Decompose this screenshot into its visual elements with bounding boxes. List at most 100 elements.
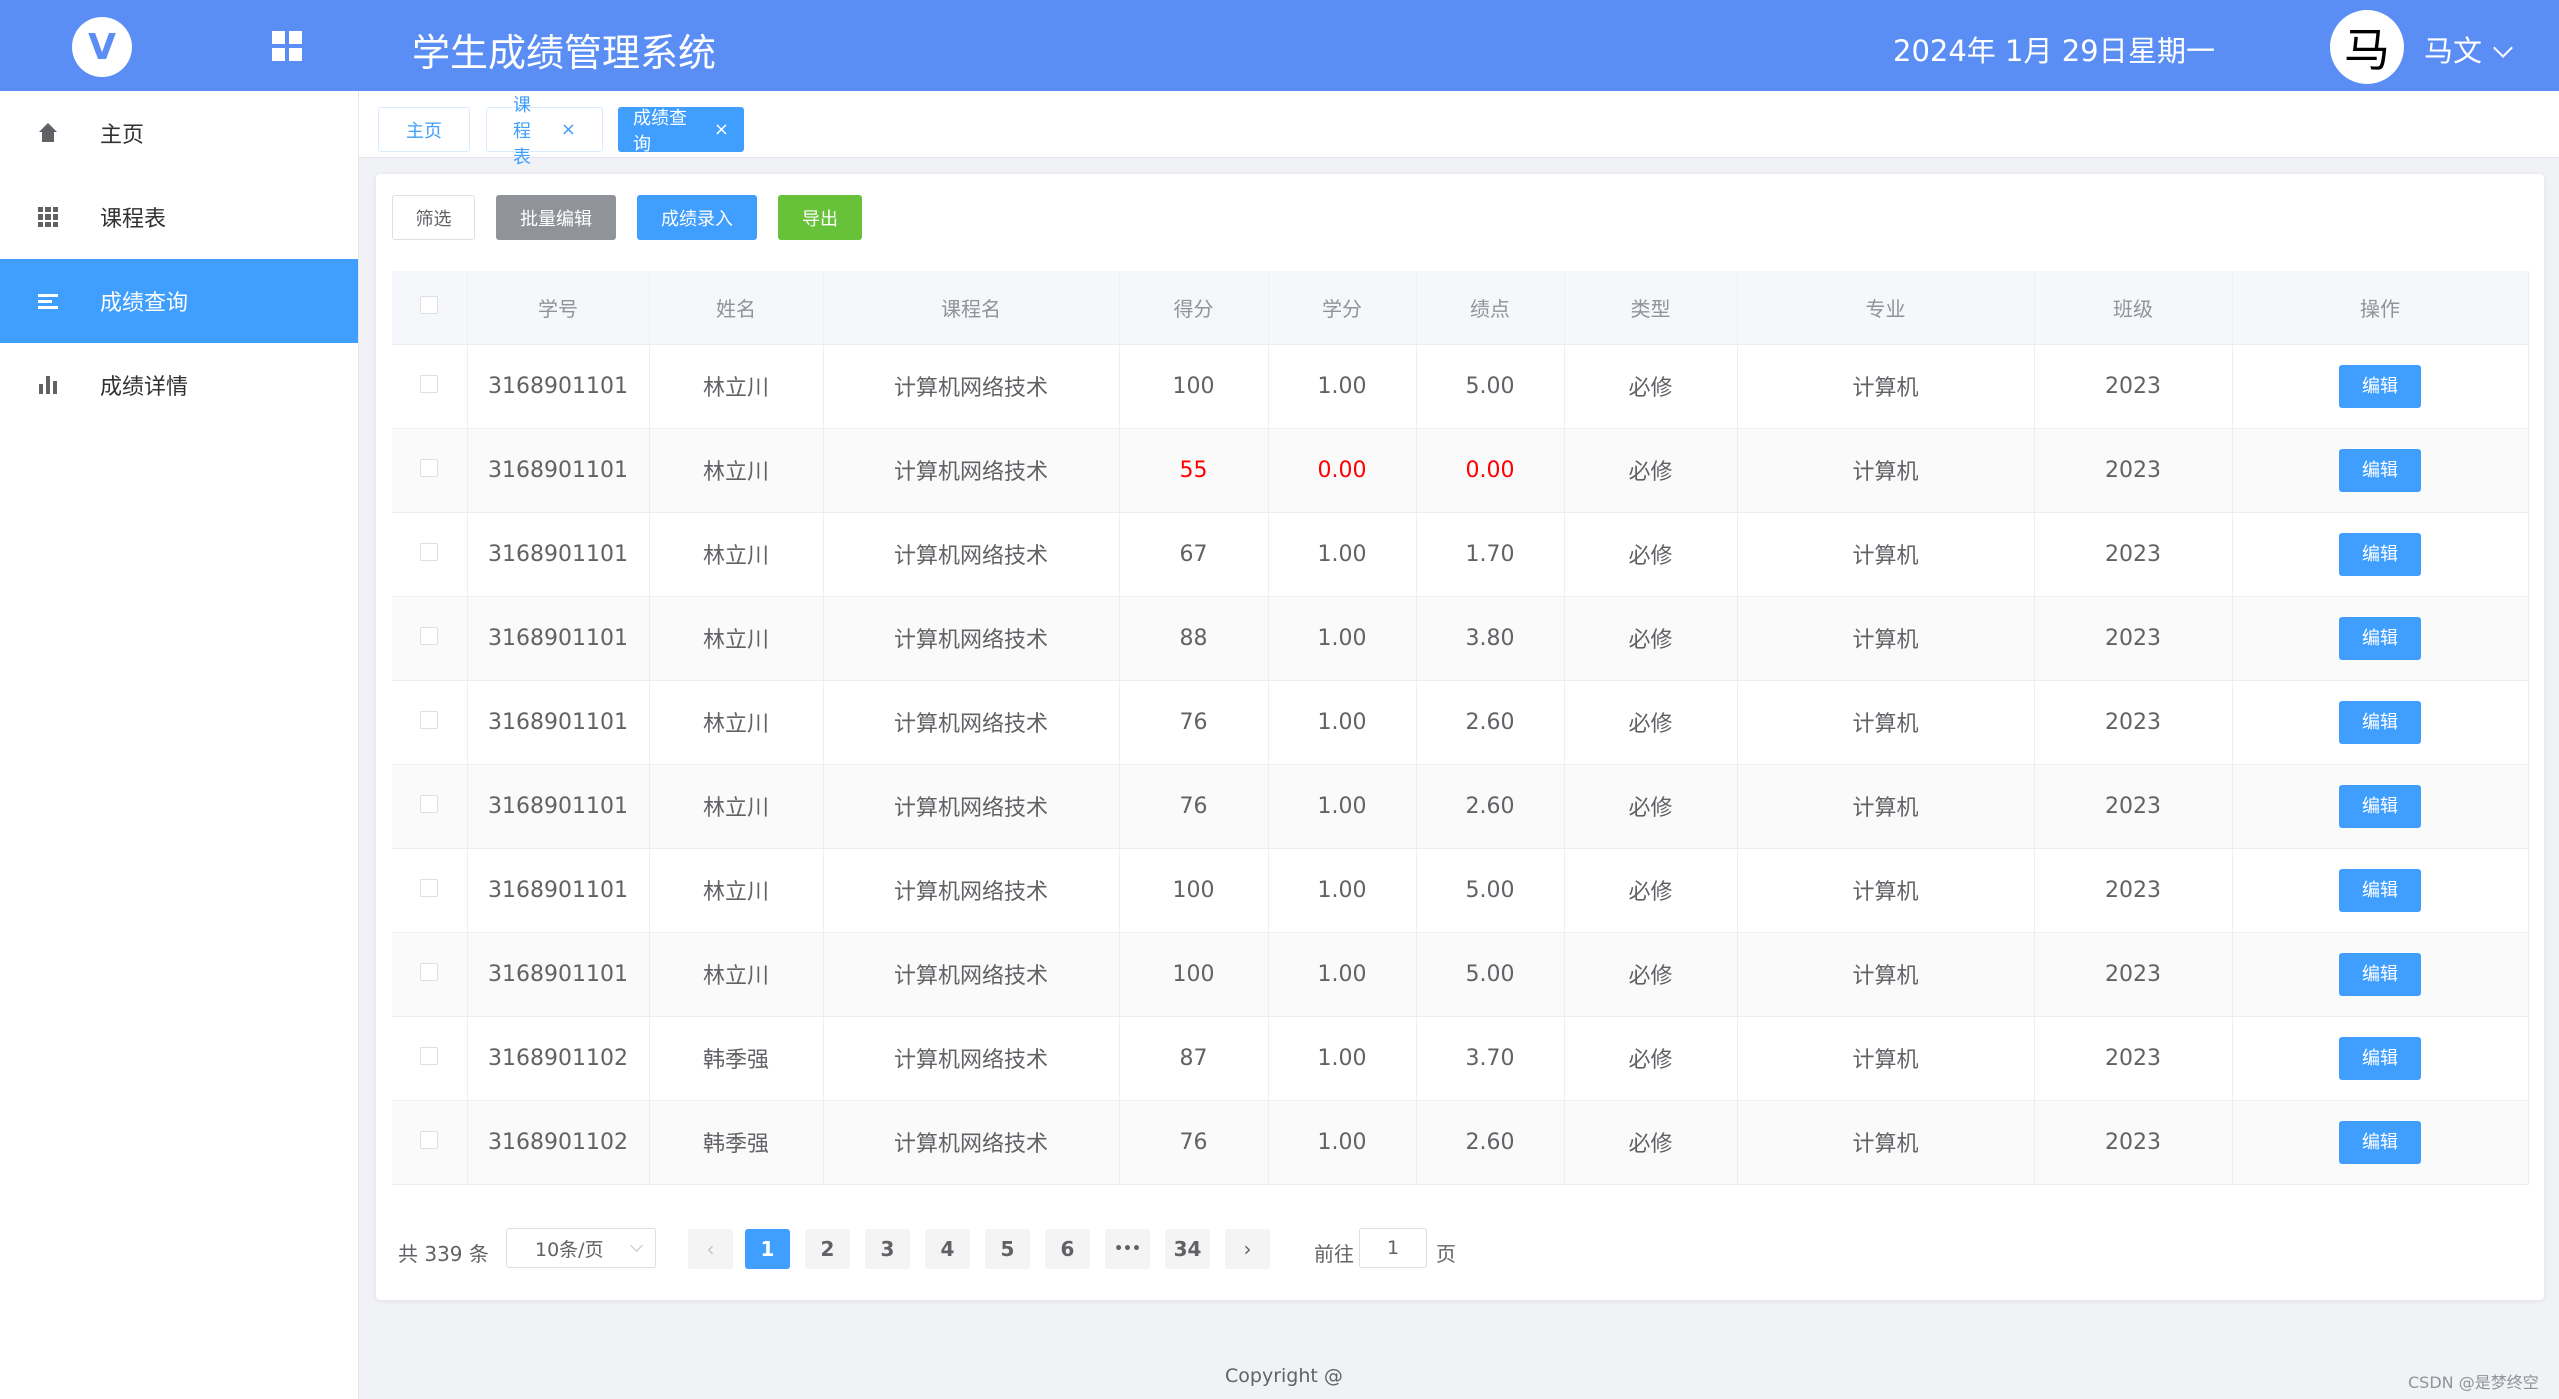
edit-button[interactable]: 编辑 bbox=[2339, 1036, 2421, 1080]
edit-button[interactable]: 编辑 bbox=[2339, 364, 2421, 408]
credit-cell: 1.00 bbox=[1268, 1100, 1417, 1185]
next-page-button[interactable]: › bbox=[1225, 1229, 1270, 1269]
course-name-cell: 计算机网络技术 bbox=[823, 428, 1120, 513]
gpa-cell: 3.70 bbox=[1416, 1016, 1565, 1101]
watermark-text: CSDN @是梦终空 bbox=[2408, 1373, 2539, 1392]
row-checkbox[interactable] bbox=[420, 374, 439, 393]
edit-button[interactable]: 编辑 bbox=[2339, 868, 2421, 912]
type-cell: 必修 bbox=[1564, 512, 1738, 597]
menu-toggle-icon[interactable] bbox=[272, 31, 302, 61]
score-cell: 76 bbox=[1119, 764, 1269, 849]
goto-page-input[interactable] bbox=[1359, 1228, 1427, 1268]
table-row: 3168901101 林立川 计算机网络技术 100 1.00 5.00 必修 计算机 2023… bbox=[392, 848, 2529, 933]
major-cell: 计算机 bbox=[1737, 932, 2035, 1017]
actions-cell: 编辑 bbox=[2232, 344, 2529, 429]
logo-icon: V bbox=[72, 17, 132, 77]
tab-schedule[interactable]: 课程表 × bbox=[486, 95, 603, 168]
page-button-6[interactable]: 6 bbox=[1045, 1229, 1090, 1269]
row-checkbox[interactable] bbox=[420, 626, 439, 645]
page-button-4[interactable]: 4 bbox=[925, 1229, 970, 1269]
avatar[interactable]: 马 bbox=[2330, 10, 2404, 84]
page-button-3[interactable]: 3 bbox=[865, 1229, 910, 1269]
sidebar-item-grade-query[interactable]: 成绩查询 bbox=[0, 259, 358, 343]
main-card: 筛选 批量编辑 成绩录入 导出 学号 姓名 课程名 得分 学分 绩点 类型 专业… bbox=[376, 174, 2544, 1300]
page-button-2[interactable]: 2 bbox=[805, 1229, 850, 1269]
page-button-5[interactable]: 5 bbox=[985, 1229, 1030, 1269]
page-button-1[interactable]: 1 bbox=[745, 1229, 790, 1269]
prev-page-button[interactable]: ‹ bbox=[688, 1229, 733, 1269]
student-id-cell: 3168901101 bbox=[467, 680, 650, 765]
edit-button[interactable]: 编辑 bbox=[2339, 784, 2421, 828]
sidebar-item-home[interactable]: 主页 bbox=[0, 91, 358, 175]
edit-button[interactable]: 编辑 bbox=[2339, 616, 2421, 660]
bar-chart-icon bbox=[36, 373, 60, 397]
column-header: 类型 bbox=[1564, 271, 1738, 345]
major-cell: 计算机 bbox=[1737, 680, 2035, 765]
page-size-select[interactable]: 10条/页 bbox=[506, 1228, 656, 1268]
tab-home[interactable]: 主页 bbox=[378, 107, 470, 152]
major-cell: 计算机 bbox=[1737, 512, 2035, 597]
table-row: 3168901101 林立川 计算机网络技术 55 0.00 0.00 必修 计算机 2023 编… bbox=[392, 428, 2529, 513]
column-header: 姓名 bbox=[649, 271, 824, 345]
grade-entry-button[interactable]: 成绩录入 bbox=[637, 195, 757, 240]
type-cell: 必修 bbox=[1564, 596, 1738, 681]
student-id-cell: 3168901101 bbox=[467, 428, 650, 513]
column-header: 学号 bbox=[467, 271, 650, 345]
major-cell: 计算机 bbox=[1737, 848, 2035, 933]
table-row: 3168901101 林立川 计算机网络技术 67 1.00 1.70 必修 计算机 2023 编… bbox=[392, 512, 2529, 597]
column-header: 课程名 bbox=[823, 271, 1120, 345]
row-checkbox[interactable] bbox=[420, 962, 439, 981]
column-header: 学分 bbox=[1268, 271, 1417, 345]
column-header: 操作 bbox=[2232, 271, 2529, 345]
actions-cell: 编辑 bbox=[2232, 764, 2529, 849]
list-icon bbox=[36, 289, 60, 313]
major-cell: 计算机 bbox=[1737, 344, 2035, 429]
edit-button[interactable]: 编辑 bbox=[2339, 448, 2421, 492]
row-select-cell bbox=[392, 848, 468, 933]
edit-button[interactable]: 编辑 bbox=[2339, 952, 2421, 996]
sidebar-item-schedule[interactable]: 课程表 bbox=[0, 175, 358, 259]
row-checkbox[interactable] bbox=[420, 1046, 439, 1065]
edit-button[interactable]: 编辑 bbox=[2339, 532, 2421, 576]
student-id-cell: 3168901102 bbox=[467, 1100, 650, 1185]
batch-edit-button[interactable]: 批量编辑 bbox=[496, 195, 616, 240]
row-checkbox[interactable] bbox=[420, 458, 439, 477]
edit-button[interactable]: 编辑 bbox=[2339, 1120, 2421, 1164]
close-icon[interactable]: × bbox=[713, 119, 729, 140]
username-label: 马文 bbox=[2424, 34, 2483, 68]
gpa-cell: 1.70 bbox=[1416, 512, 1565, 597]
row-checkbox[interactable] bbox=[420, 710, 439, 729]
row-checkbox[interactable] bbox=[420, 542, 439, 561]
table-row: 3168901102 韩季强 计算机网络技术 76 1.00 2.60 必修 计算机 2023 编… bbox=[392, 1100, 2529, 1185]
student-name-cell: 韩季强 bbox=[649, 1016, 824, 1101]
class-cell: 2023 bbox=[2034, 596, 2233, 681]
filter-button[interactable]: 筛选 bbox=[392, 195, 475, 240]
column-header: 得分 bbox=[1119, 271, 1269, 345]
row-checkbox[interactable] bbox=[420, 794, 439, 813]
more-pages-button[interactable]: ••• bbox=[1105, 1229, 1150, 1269]
total-count: 共 339 条 bbox=[398, 1242, 489, 1266]
gpa-cell: 5.00 bbox=[1416, 344, 1565, 429]
actions-cell: 编辑 bbox=[2232, 932, 2529, 1017]
page-button-last[interactable]: 34 bbox=[1165, 1229, 1210, 1269]
class-cell: 2023 bbox=[2034, 428, 2233, 513]
sidebar-item-label: 成绩详情 bbox=[100, 375, 189, 400]
row-select-cell bbox=[392, 428, 468, 513]
export-button[interactable]: 导出 bbox=[778, 195, 862, 240]
edit-button[interactable]: 编辑 bbox=[2339, 700, 2421, 744]
gpa-cell: 3.80 bbox=[1416, 596, 1565, 681]
chevron-down-icon bbox=[630, 1239, 643, 1252]
gpa-cell: 2.60 bbox=[1416, 680, 1565, 765]
row-checkbox[interactable] bbox=[420, 1130, 439, 1149]
select-all-checkbox[interactable] bbox=[420, 296, 439, 315]
row-checkbox[interactable] bbox=[420, 878, 439, 897]
user-dropdown[interactable]: 马文 bbox=[2424, 28, 2513, 70]
tab-grade-query[interactable]: 成绩查询 × bbox=[618, 107, 744, 155]
close-icon[interactable]: × bbox=[560, 119, 576, 140]
student-id-cell: 3168901101 bbox=[467, 512, 650, 597]
table-row: 3168901102 韩季强 计算机网络技术 87 1.00 3.70 必修 计算机 2023 编… bbox=[392, 1016, 2529, 1101]
type-cell: 必修 bbox=[1564, 680, 1738, 765]
sidebar-item-grade-detail[interactable]: 成绩详情 bbox=[0, 343, 358, 427]
sidebar-item-label: 课程表 bbox=[100, 207, 167, 232]
student-id-cell: 3168901101 bbox=[467, 596, 650, 681]
